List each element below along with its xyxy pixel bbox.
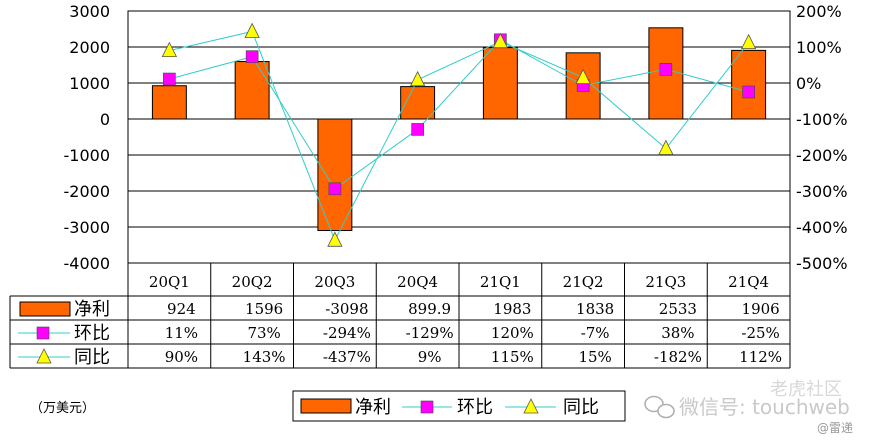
y-right-tick: 100% [796,38,842,57]
table-cell: 899.9 [408,300,451,318]
bar-21Q1 [482,47,518,120]
table-cell: -129% [406,324,454,342]
watermark-handle: @雷递 [817,421,853,435]
legend-label: 环比 [457,397,493,418]
legend-label: 净利 [355,397,391,418]
left-axis-ticks: 3000 2000 1000 0 -1000 -2000 -3000 -4000 [64,2,111,273]
y-left-tick: -1000 [64,146,111,165]
table-cell: -3098 [325,300,368,318]
category-label: 21Q1 [480,273,521,291]
point-环比-20Q4 [411,123,424,136]
table-cell: -437% [323,348,371,366]
category-label: 20Q1 [149,273,190,291]
row-label: 净利 [74,299,110,320]
y-right-tick: -100% [796,110,848,129]
watermark-brand: 老虎社区 [770,379,842,400]
point-同比-21Q1 [492,32,509,48]
point-同比-20Q4 [409,70,426,87]
y-left-tick: 0 [100,110,110,129]
bar-21Q4 [731,49,767,120]
table-cell: 112% [739,348,782,366]
watermark: 微信号: touchweb 老虎社区 @雷递 [644,379,853,435]
table-cell: -294% [323,324,371,342]
table-cell: 11% [165,324,198,342]
category-label: 21Q4 [728,273,769,291]
table-cell: 9% [418,348,442,366]
line-环比 [169,39,749,190]
y-left-tick: 3000 [69,2,110,21]
table-cell: 38% [661,324,694,342]
table-cell: 115% [491,348,534,366]
legend-swatch-环比 [420,400,434,414]
table-cell: 1838 [576,300,614,318]
category-label: 20Q2 [232,273,273,291]
table-cell: 924 [167,300,196,318]
point-同比-20Q3 [327,231,343,247]
bar-20Q3 [317,118,353,232]
line-series [161,22,757,247]
y-left-tick: -3000 [64,218,111,237]
legend-label: 同比 [563,397,599,418]
unit-label: （万美元） [30,401,95,416]
table-cell: 15% [578,348,611,366]
bar-20Q2 [234,61,270,120]
bar-20Q1 [151,85,187,120]
y-left-tick: -4000 [64,254,111,273]
row-key-环比 [36,326,50,340]
y-right-tick: -500% [796,254,848,273]
table-cell: 1906 [742,300,780,318]
legend-swatch-净利 [300,398,352,414]
table-cell: 143% [243,348,286,366]
table-cell: 120% [491,324,534,342]
bar-20Q4 [400,86,436,120]
row-key-净利 [19,301,71,317]
category-label: 21Q2 [563,273,604,291]
point-同比-21Q4 [740,33,757,50]
y-left-tick: 1000 [69,74,110,93]
point-环比-20Q1 [163,72,176,86]
table-cell: -25% [741,324,779,342]
table-cell: -7% [581,324,610,342]
wechat-icon [644,395,675,419]
point-环比-20Q2 [245,50,259,64]
point-环比-21Q4 [742,85,755,99]
line-同比 [169,30,750,242]
bar-series [151,27,767,232]
table-cell: 73% [247,324,280,342]
category-label: 21Q3 [645,273,686,291]
y-right-tick: -400% [796,218,848,237]
row-label: 环比 [74,323,110,344]
y-right-tick: 0% [796,74,821,93]
watermark-wechat: 微信号: touchweb [679,395,850,419]
y-right-tick: -200% [796,146,848,165]
gridlines [128,10,790,264]
table-cell: 1983 [493,300,531,318]
point-同比-21Q2 [575,68,591,84]
point-同比-21Q3 [658,139,674,155]
legend-swatch-同比 [523,398,539,414]
category-label: 20Q4 [397,273,438,291]
y-right-tick: 200% [796,2,842,21]
point-同比-20Q2 [244,22,260,38]
plot-border [127,10,791,264]
table-cell: 2533 [659,300,697,318]
table-cell: -182% [654,348,702,366]
legend: 净利 环比 同比 [292,390,626,422]
point-环比-21Q3 [659,63,673,76]
data-table: 20Q1 20Q2 20Q3 20Q4 21Q1 21Q2 21Q3 21Q4 净利 924 159… [18,273,782,368]
y-right-tick: -300% [796,182,848,201]
right-axis-ticks: 200% 100% 0% -100% -200% -300% -400% -500% [796,2,848,273]
category-label: 20Q3 [314,273,355,291]
point-环比-20Q3 [328,182,342,196]
row-label: 同比 [74,347,110,368]
point-同比-20Q1 [161,41,178,57]
table-cell: 1596 [245,300,283,318]
plot-frame [9,10,791,369]
row-key-同比 [36,348,52,364]
y-left-tick: -2000 [64,182,111,201]
table-cell: 90% [165,348,198,366]
y-left-tick: 2000 [69,38,110,57]
